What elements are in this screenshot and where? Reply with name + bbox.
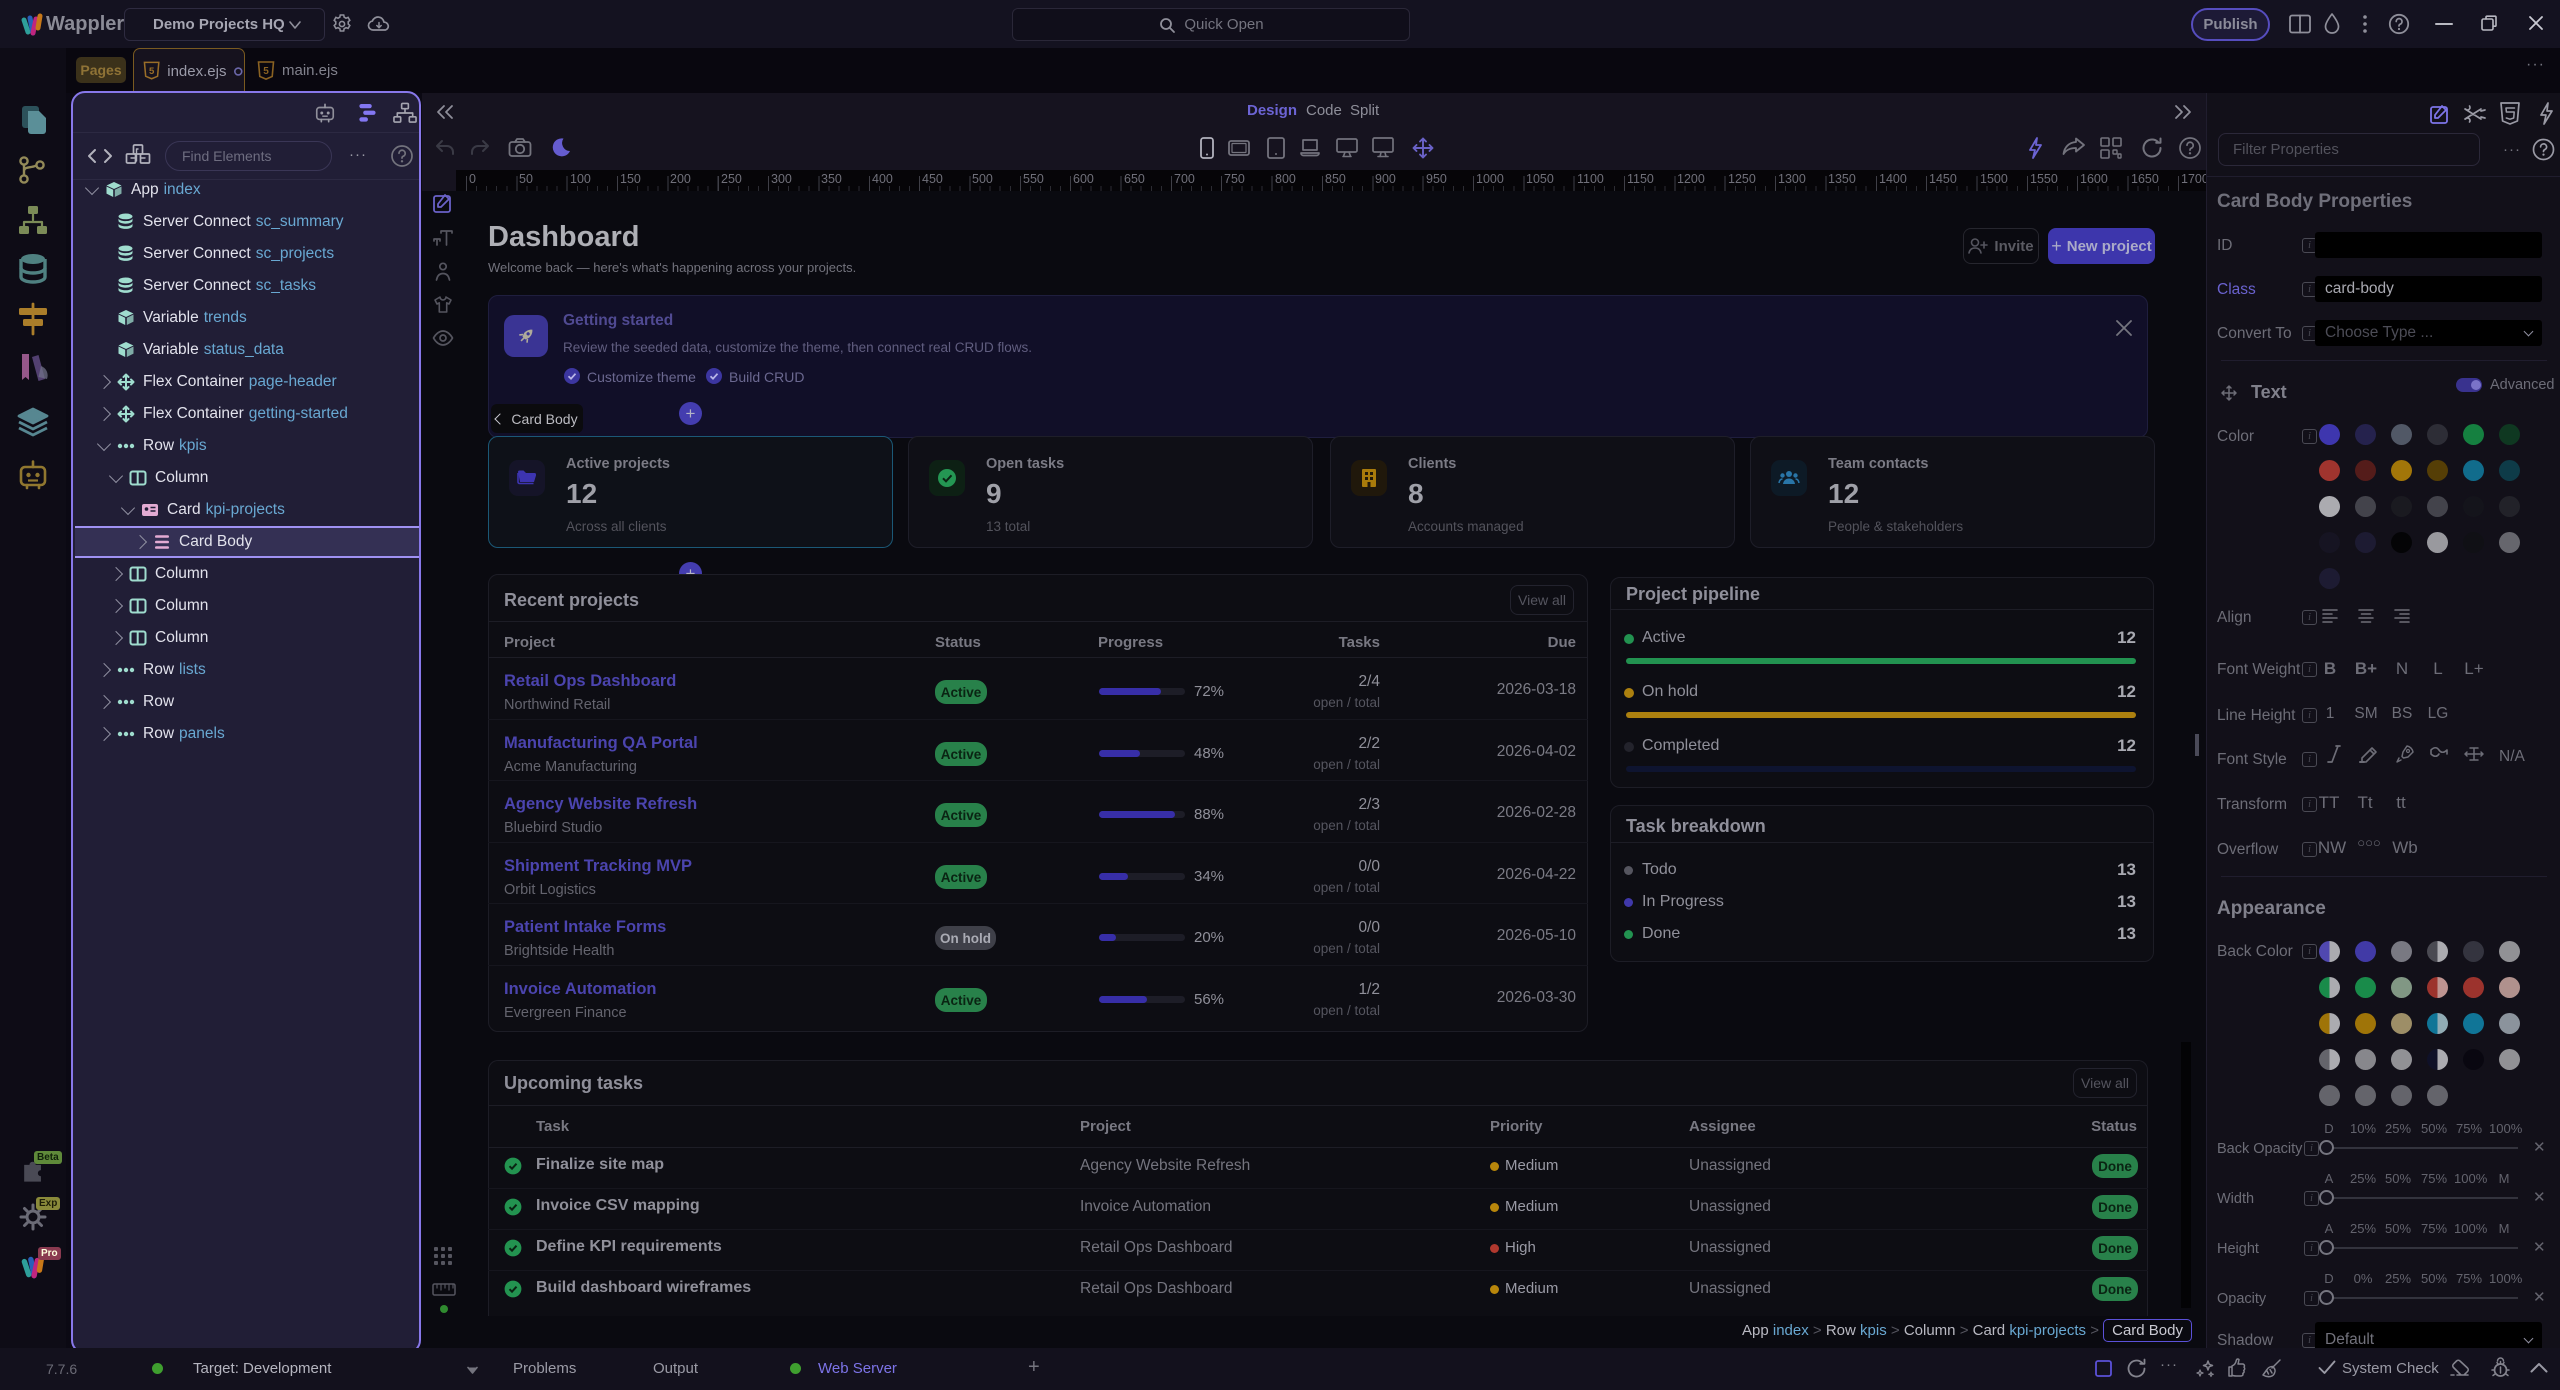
svg-text:5: 5 bbox=[263, 66, 269, 77]
svg-text:5: 5 bbox=[149, 66, 155, 77]
